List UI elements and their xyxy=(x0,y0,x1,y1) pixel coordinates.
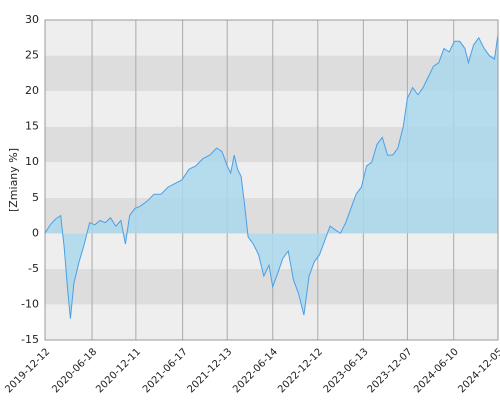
y-tick-label: -10 xyxy=(21,297,39,310)
x-tick-label: 2024-06-10 xyxy=(412,346,461,395)
y-tick-label: 0 xyxy=(32,226,39,239)
area xyxy=(45,34,498,319)
y-tick-label: 25 xyxy=(25,49,39,62)
line xyxy=(44,34,499,319)
y-tick-label: 10 xyxy=(25,155,39,168)
y-axis-label: [Zmiany %] xyxy=(7,148,20,212)
x-tick-label: 2020-06-18 xyxy=(50,346,99,395)
x-tick-label: 2022-12-12 xyxy=(276,346,325,395)
x-tick-label: 2021-06-17 xyxy=(141,346,190,395)
y-tick-label: -5 xyxy=(28,262,39,275)
x-tick-label: 2022-06-14 xyxy=(231,346,280,395)
y-tick-label: 15 xyxy=(25,120,39,133)
y-tick-label: 30 xyxy=(25,13,39,26)
background-band xyxy=(45,20,498,56)
x-tick-label: 2023-12-07 xyxy=(366,346,415,395)
x-tick-label: 2024-12-05 xyxy=(456,346,500,395)
x-tick-label: 2020-12-11 xyxy=(94,346,143,395)
background-band xyxy=(45,304,498,340)
y-tick-label: 20 xyxy=(25,84,39,97)
y-tick-label: -15 xyxy=(21,333,39,346)
y-tick-label: 5 xyxy=(32,191,39,204)
plot-frame xyxy=(44,19,499,341)
x-tick-label: 2023-06-13 xyxy=(322,346,371,395)
background-band xyxy=(45,55,498,92)
x-tick-label: 2019-12-12 xyxy=(3,346,52,395)
x-tick-label: 2021-12-13 xyxy=(186,346,235,395)
